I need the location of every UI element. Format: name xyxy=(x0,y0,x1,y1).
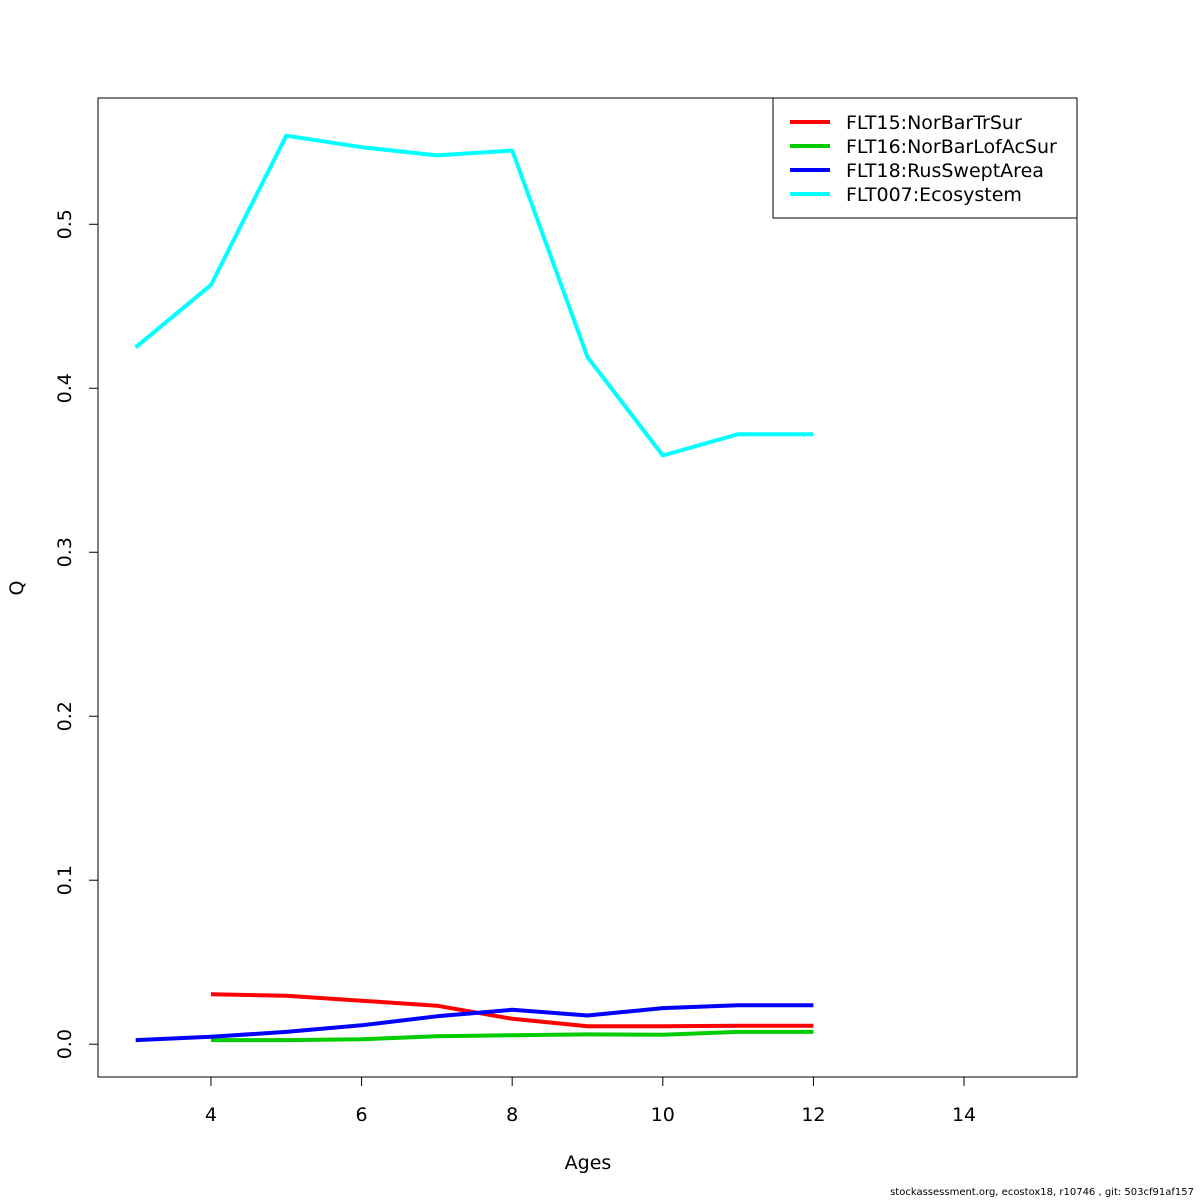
series-line xyxy=(134,133,814,458)
y-axis: 0.0 0.1 0.2 0.3 0.4 0.5 xyxy=(54,209,99,1059)
y-axis-title: Q xyxy=(6,581,28,596)
series-line xyxy=(135,1003,814,1043)
legend-label: FLT16:NorBarLofAcSur xyxy=(846,136,1057,158)
x-tick-label: 6 xyxy=(356,1104,368,1126)
series-line xyxy=(210,992,814,1029)
y-tick-label: 0.0 xyxy=(54,1029,76,1059)
x-tick-label: 14 xyxy=(952,1104,976,1126)
legend-box xyxy=(772,97,1078,219)
x-tick-label: 8 xyxy=(506,1104,518,1126)
legend-label: FLT007:Ecosystem xyxy=(846,184,1022,206)
footer-credit: stockassessment.org, ecostox18, r10746 ,… xyxy=(890,1187,1194,1198)
y-tick-label: 0.5 xyxy=(54,209,76,239)
legend-label: FLT18:RusSweptArea xyxy=(846,160,1044,182)
x-tick-label: 4 xyxy=(205,1104,217,1126)
y-tick-label: 0.3 xyxy=(54,537,76,567)
series-layer xyxy=(134,133,814,1043)
series-line xyxy=(211,1029,814,1043)
legend: FLT15:NorBarTrSurFLT16:NorBarLofAcSurFLT… xyxy=(772,97,1078,219)
y-tick-label: 0.1 xyxy=(54,865,76,895)
x-axis: 4 6 8 10 12 14 xyxy=(205,1076,976,1126)
x-axis-title: Ages xyxy=(565,1152,612,1174)
legend-label: FLT15:NorBarTrSur xyxy=(846,112,1022,134)
y-tick-label: 0.4 xyxy=(54,373,76,403)
plot-frame xyxy=(97,97,1078,1078)
y-tick-label: 0.2 xyxy=(54,701,76,731)
x-tick-label: 10 xyxy=(651,1104,675,1126)
x-tick-label: 12 xyxy=(801,1104,825,1126)
